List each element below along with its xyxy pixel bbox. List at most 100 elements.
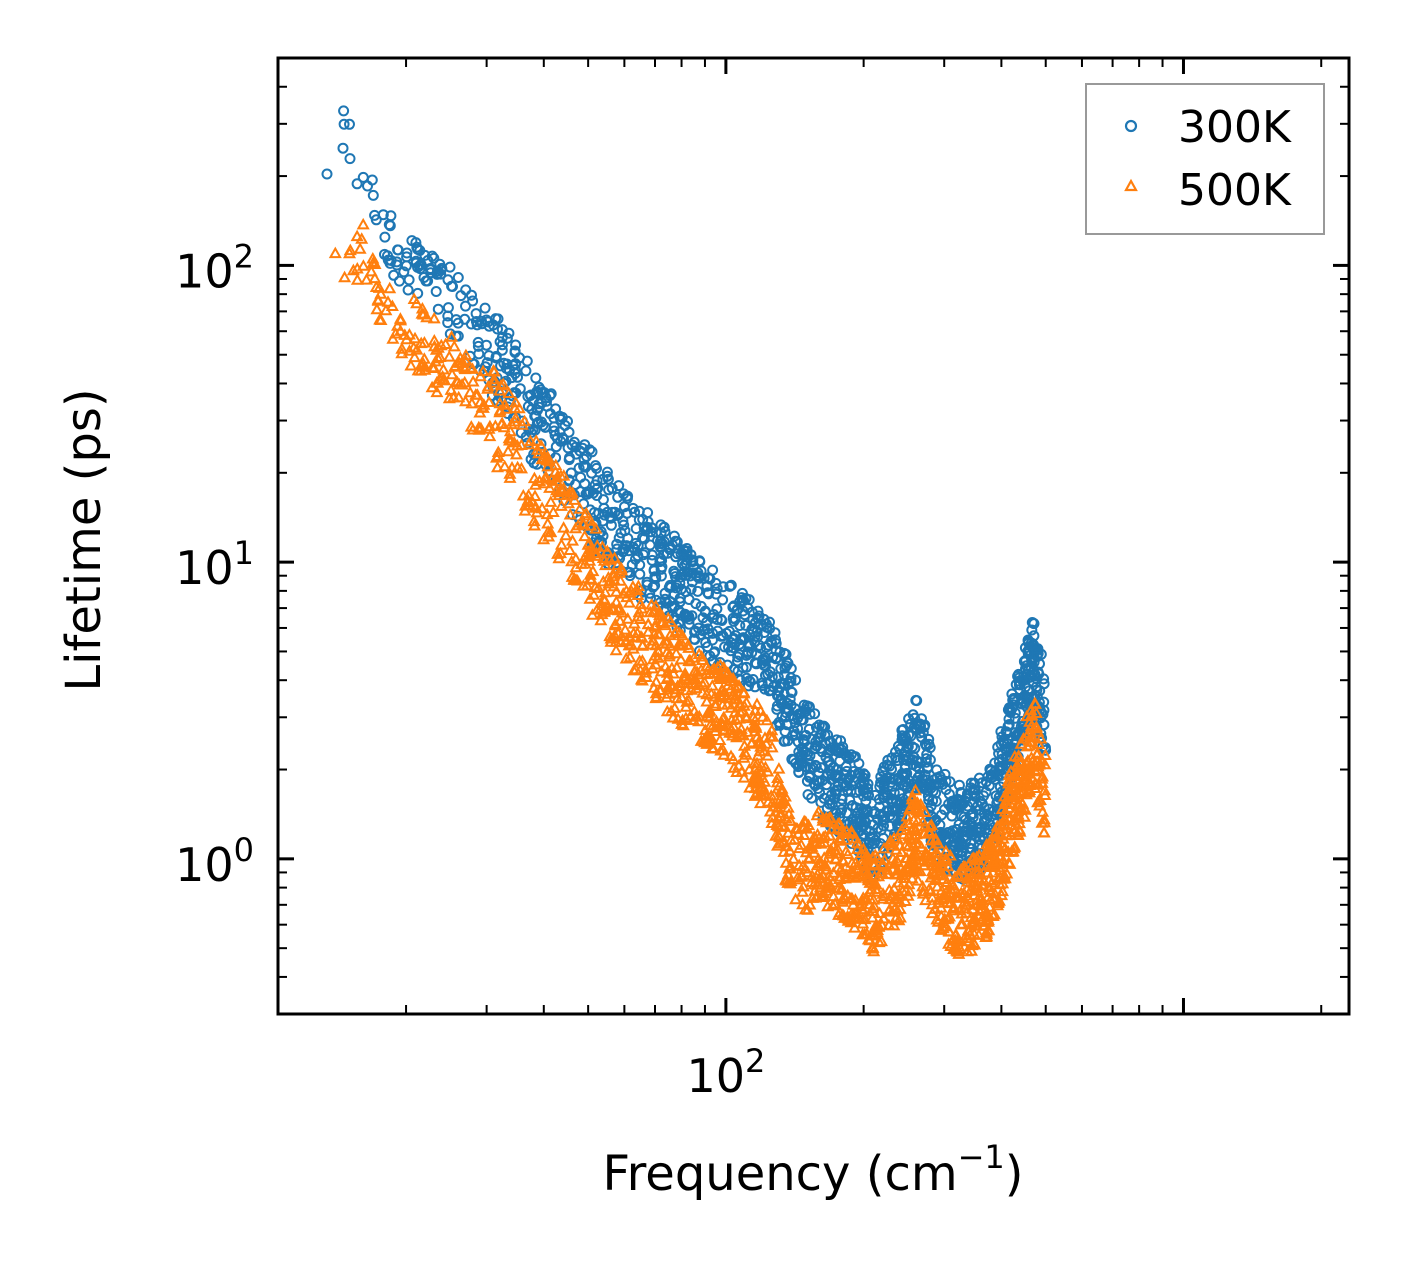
point-500K (1028, 697, 1043, 709)
point-300K (882, 754, 894, 766)
point-500K (621, 612, 635, 624)
point-300K (569, 479, 581, 490)
point-500K (569, 560, 583, 573)
point-300K (690, 598, 702, 610)
point-500K (374, 287, 388, 299)
point-500K (826, 889, 840, 902)
point-500K (908, 783, 923, 796)
point-500K (965, 917, 979, 930)
point-300K (881, 759, 893, 771)
point-300K (472, 336, 484, 348)
point-300K (452, 272, 464, 283)
point-500K (931, 893, 945, 905)
point-500K (775, 782, 789, 794)
point-300K (980, 786, 992, 798)
point-500K (404, 358, 418, 371)
point-300K (877, 832, 889, 844)
point-500K (866, 904, 881, 916)
point-300K (743, 594, 755, 606)
point-500K (530, 505, 544, 518)
point-500K (967, 936, 981, 948)
point-500K (771, 771, 785, 783)
point-500K (609, 643, 623, 656)
point-300K (632, 540, 644, 551)
point-500K (476, 401, 490, 413)
point-300K (951, 823, 963, 835)
point-500K (705, 720, 719, 733)
point-500K (708, 699, 723, 711)
point-500K (853, 867, 867, 880)
point-500K (635, 601, 649, 614)
point-300K (613, 532, 625, 544)
point-300K (398, 266, 410, 278)
point-500K (856, 916, 870, 929)
series-300K (321, 105, 1052, 886)
point-500K (784, 833, 798, 845)
point-500K (918, 819, 932, 832)
point-500K (350, 273, 364, 285)
point-500K (759, 737, 773, 749)
point-300K (700, 637, 712, 649)
point-500K (670, 660, 684, 673)
point-500K (917, 827, 931, 839)
point-300K (650, 571, 662, 583)
point-500K (972, 864, 986, 877)
point-300K (946, 810, 958, 822)
point-300K (410, 257, 422, 269)
point-300K (510, 358, 522, 370)
point-500K (487, 364, 501, 377)
point-500K (964, 883, 978, 895)
point-500K (563, 507, 577, 520)
point-500K (458, 353, 472, 366)
legend-label-500k: 500K (1178, 165, 1292, 216)
point-300K (980, 776, 992, 788)
point-500K (835, 823, 849, 835)
point-500K (567, 571, 581, 584)
point-500K (649, 686, 663, 699)
point-500K (720, 697, 734, 710)
point-500K (554, 469, 568, 481)
point-500K (669, 646, 683, 659)
point-500K (627, 663, 641, 676)
point-500K (442, 350, 456, 362)
point-500K (909, 836, 923, 848)
point-300K (510, 339, 522, 351)
point-500K (994, 844, 1008, 857)
point-500K (883, 834, 898, 847)
point-500K (726, 719, 741, 732)
point-500K (410, 296, 424, 309)
point-300K (840, 773, 852, 785)
point-500K (895, 823, 909, 835)
point-500K (627, 616, 641, 629)
point-500K (651, 651, 665, 663)
point-300K (812, 732, 824, 744)
point-500K (1020, 729, 1034, 742)
point-300K (1029, 670, 1041, 682)
point-300K (852, 767, 864, 779)
x-axis-label: Frequency (cm−1) (602, 1138, 1023, 1202)
point-500K (550, 474, 564, 486)
point-300K (584, 486, 596, 498)
point-300K (984, 763, 996, 775)
point-300K (444, 328, 456, 340)
point-500K (935, 883, 949, 896)
point-300K (778, 679, 789, 691)
point-500K (829, 852, 843, 865)
point-500K (930, 912, 944, 925)
point-500K (889, 911, 903, 924)
point-500K (476, 364, 490, 377)
point-500K (739, 748, 753, 760)
point-500K (774, 809, 788, 822)
point-500K (427, 311, 441, 324)
point-500K (841, 847, 855, 859)
point-500K (554, 538, 569, 550)
point-500K (946, 903, 960, 916)
point-500K (1022, 767, 1036, 779)
point-300K (661, 597, 673, 609)
point-300K (887, 773, 899, 785)
point-500K (980, 911, 995, 923)
point-500K (674, 652, 688, 665)
point-500K (483, 429, 497, 442)
point-500K (487, 375, 501, 388)
point-500K (848, 921, 862, 933)
